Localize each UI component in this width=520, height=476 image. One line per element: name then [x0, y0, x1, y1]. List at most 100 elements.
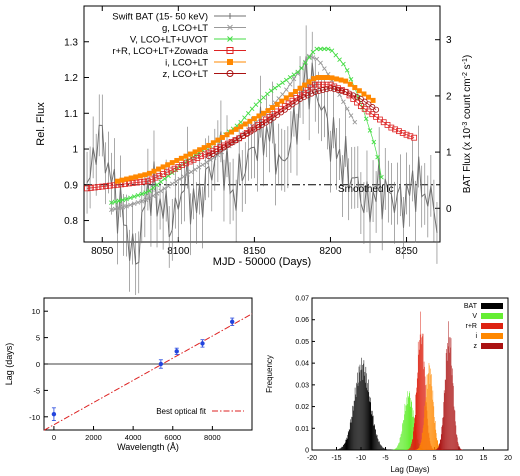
br-legend-label-4: z [474, 343, 478, 350]
br-legend-swatch-2 [481, 323, 503, 329]
br-xtick-label: -15 [331, 455, 341, 462]
lag-point [229, 319, 235, 324]
series-point-z [319, 87, 326, 94]
lag-point [158, 361, 164, 367]
top-ytick-label: 1.1 [64, 109, 78, 120]
br-xtick-label: -10 [356, 455, 366, 462]
lag-wavelength-panel: 0 2000 4000 6000 8000 -10 -5 0 5 10 Wavelength (Å… [4, 297, 253, 452]
top-y2tick-label: 3 [446, 35, 452, 46]
legend-swatch-marker-1 [227, 24, 233, 31]
top-axis-ticks: 8050 8100 8150 8200 8250 0.8 0.9 1 1.1 1.2 1.3 0 1 2 3 [64, 6, 452, 257]
br-legend-swatch-3 [481, 333, 503, 339]
br-xtick-label: -20 [307, 455, 317, 462]
series-point-r [399, 130, 406, 136]
top-ytick-label: 0.9 [64, 180, 78, 191]
series-point-r [198, 153, 205, 160]
series-point-r [205, 149, 212, 156]
series-point-r [175, 164, 182, 170]
series-point-r [388, 124, 395, 131]
series-point-z [312, 88, 319, 95]
series-point-z [331, 86, 338, 93]
top-xtick-label: 8150 [243, 246, 266, 257]
series-point-r [171, 165, 178, 172]
series-point-r [350, 96, 357, 102]
legend-swatch-marker-5 [226, 70, 234, 77]
best-fit-dashdot-line [43, 313, 253, 431]
br-ytick-label: 0.04 [295, 361, 309, 368]
top-xtick-label: 8250 [395, 246, 418, 257]
top-legend: Swift BAT (15- 50 keV)g, LCO+LTV, LCO+LT… [112, 12, 246, 80]
lag-points [51, 317, 235, 421]
series-point-r [202, 151, 208, 158]
series-point-z [304, 92, 311, 99]
top-xtick-label: 8100 [167, 246, 190, 257]
series-line-5 [208, 87, 377, 157]
series-point-r [209, 147, 216, 154]
top-y2tick-label: 2 [446, 91, 452, 102]
lag-histograms [333, 311, 464, 450]
light-curve-panel: 8050 8100 8150 8200 8250 0.8 0.9 1 1.1 1.2 1.3 0 1 2 3… [35, 5, 474, 296]
top-ytick-label: 0.8 [64, 216, 78, 227]
top-y2tick-label: 1 [446, 148, 452, 159]
br-ytick-label: 0.03 [295, 382, 309, 389]
legend-label-4: i, LCO+LT [165, 58, 208, 69]
top-y2label: BAT Flux (x 10-3 count cm-2 s-1) [462, 55, 474, 193]
br-ytick-label: 0 [305, 448, 309, 455]
bl-xlabel: Wavelength (Å) [117, 442, 179, 452]
series-point-z [338, 87, 345, 94]
series-point-z [335, 87, 342, 94]
br-ytick-label: 0.02 [295, 404, 309, 411]
bl-legend: Best optical fit [156, 407, 244, 416]
br-legend-label-1: V [472, 313, 477, 320]
series-point-r [164, 169, 170, 176]
bat-line [86, 56, 438, 265]
series-point-r [411, 134, 418, 141]
top-ytick-label: 1.3 [64, 37, 78, 48]
series-point-r [186, 158, 193, 165]
optical-series [84, 46, 418, 213]
series-line-3 [86, 84, 415, 189]
bl-legend-label: Best optical fit [156, 407, 207, 416]
br-ytick-label: 0.05 [295, 339, 309, 346]
lag-point [174, 349, 179, 354]
bl-xtick-label: 0 [52, 433, 56, 442]
br-xtick-label: 20 [504, 455, 512, 462]
br-axis-ticks: -20 -15 -10 -5 0 5 10 15 20 0 0.01 0.02 0.03 0.04 0.05… [295, 296, 512, 463]
series-line-1 [111, 55, 356, 211]
legend-label-1: g, LCO+LT [162, 23, 208, 34]
lag-histogram-panel: -20 -15 -10 -5 0 5 10 15 20 0 0.01 0.02 0.03 0.04 0.05… [265, 296, 512, 475]
bl-ytick-label: 10 [32, 307, 40, 316]
bl-ytick-label: 0 [36, 360, 40, 369]
top-plot-frame [83, 5, 441, 243]
series-line-2 [111, 48, 382, 204]
top-xlabel: MJD - 50000 (Days) [213, 256, 311, 268]
series-point-z [308, 90, 315, 97]
br-xtick-label: 0 [408, 455, 412, 462]
series-point-z [350, 92, 357, 99]
series-point-z [373, 106, 380, 113]
series-point-r [194, 155, 201, 161]
series-point-z [300, 94, 307, 101]
series-point-z [346, 90, 353, 97]
legend-label-5: z, LCO+LT [163, 69, 209, 80]
series-point-r [346, 92, 353, 99]
series-point-r [179, 162, 186, 169]
series-point-r [167, 167, 174, 174]
series-point-z [327, 85, 334, 92]
top-y2tick-label: 0 [446, 204, 452, 215]
top-xtick-label: 8200 [319, 246, 342, 257]
br-legend-swatch-4 [481, 343, 503, 349]
br-legend-label-2: r+R [466, 323, 477, 330]
series-point-r [148, 176, 155, 183]
legend-swatch-marker-2 [227, 36, 233, 42]
br-ylabel: Frequency [265, 355, 274, 393]
bl-xtick-label: 4000 [125, 433, 142, 442]
series-point-z [354, 94, 361, 101]
top-ylabel: Rel. Flux [35, 102, 47, 146]
series-point-r [392, 126, 399, 133]
lag-point [200, 341, 205, 346]
br-ytick-label: 0.07 [295, 296, 309, 303]
series-point-z [323, 86, 330, 93]
bl-ytick-label: 5 [36, 334, 40, 343]
smoothed-lc-annotation: Smoothed lc [338, 184, 394, 195]
